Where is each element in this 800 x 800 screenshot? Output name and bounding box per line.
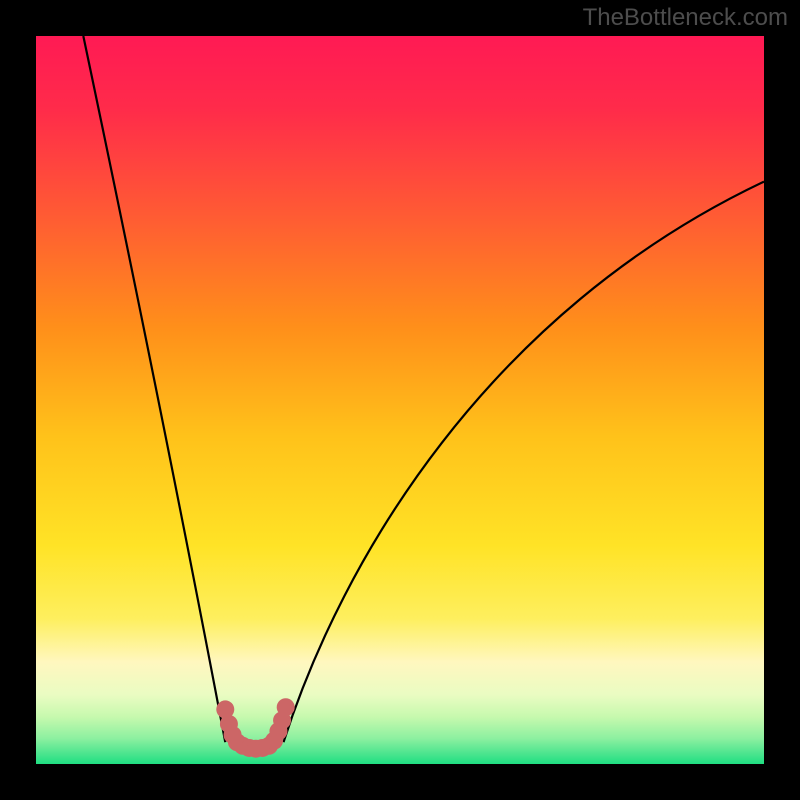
- chart-background: [36, 36, 764, 764]
- watermark-text: TheBottleneck.com: [583, 4, 788, 32]
- chart-svg: [36, 36, 764, 764]
- marker-point: [277, 698, 295, 716]
- chart-plot-area: [36, 36, 764, 764]
